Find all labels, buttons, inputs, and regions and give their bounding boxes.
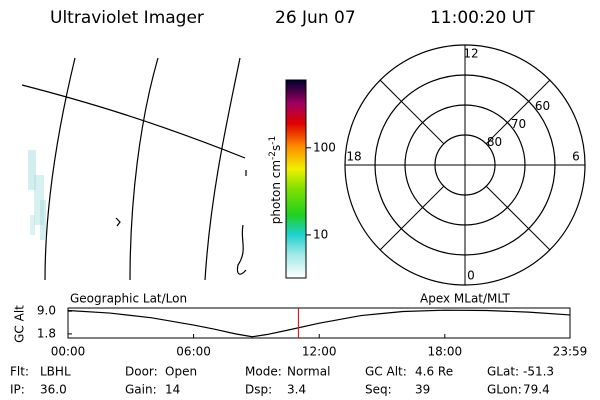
info-key: Seq: xyxy=(365,383,392,397)
info-key: GLon: xyxy=(487,383,522,397)
x-tick-label: 23:59 xyxy=(553,345,588,359)
info-value: Open xyxy=(165,365,197,379)
info-value: 79.4 xyxy=(523,383,550,397)
info-key: Door: xyxy=(125,365,158,379)
time: 11:00:20 UT xyxy=(430,8,535,28)
aurora xyxy=(28,150,46,240)
left-label: Geographic Lat/Lon xyxy=(70,292,187,306)
x-tick-label: 18:00 xyxy=(428,345,463,359)
info-key: Gain: xyxy=(125,383,157,397)
ring-label: 80 xyxy=(487,135,502,149)
lon-line xyxy=(129,57,159,281)
spoke xyxy=(379,185,445,251)
unit: photon cm xyxy=(269,160,283,224)
spoke xyxy=(379,79,445,145)
info-value: 14 xyxy=(165,383,180,397)
mlt-label: 12 xyxy=(463,47,478,61)
lat-line xyxy=(21,84,246,159)
info-value: 39 xyxy=(415,383,430,397)
x-tick-label: 12:00 xyxy=(302,345,337,359)
tick-label: 100 xyxy=(313,140,336,154)
info-key: GLat: xyxy=(487,365,519,379)
y-label: GC Alt xyxy=(13,305,27,343)
y-tick-label: 9.0 xyxy=(37,304,56,318)
tick-label: 10 xyxy=(313,227,328,241)
altitude-strip: Geographic Lat/Lon Apex MLat/MLT GC Alt xyxy=(13,292,571,343)
info-value: LBHL xyxy=(40,365,71,379)
colorbar-label: photon cm-2s-1 xyxy=(268,136,283,225)
altitude-line xyxy=(67,309,571,338)
coast xyxy=(115,217,121,227)
exp: -1 xyxy=(268,136,278,145)
info-value: 36.0 xyxy=(40,383,67,397)
spoke xyxy=(485,79,551,145)
colorbar: photon cm-2s-1 xyxy=(268,79,307,279)
info-value: 4.6 Re xyxy=(415,365,453,379)
coast xyxy=(236,170,247,275)
info-key: Dsp: xyxy=(245,383,272,397)
right-label: Apex MLat/MLT xyxy=(420,292,510,306)
map xyxy=(21,57,247,281)
date: 26 Jun 07 xyxy=(275,8,356,28)
info-value: Normal xyxy=(287,365,330,379)
lon-line xyxy=(44,57,76,281)
info-key: Mode: xyxy=(245,365,282,379)
y-tick-label: 1.8 xyxy=(37,326,56,340)
mlt-label: 6 xyxy=(572,150,580,164)
info-key: Flt: xyxy=(10,365,29,379)
unit: s xyxy=(269,145,283,151)
info-value: -51.3 xyxy=(523,365,554,379)
spoke xyxy=(485,185,551,251)
info-key: IP: xyxy=(10,383,25,397)
ring-label: 60 xyxy=(535,99,550,113)
info-value: 3.4 xyxy=(287,383,306,397)
ring-label: 70 xyxy=(511,117,526,131)
exp: -2 xyxy=(268,151,278,160)
lon-line xyxy=(204,57,241,281)
x-tick-label: 00:00 xyxy=(51,345,86,359)
colorbar-box xyxy=(285,79,307,279)
mlt-label: 18 xyxy=(346,150,361,164)
mlt-label: 0 xyxy=(467,269,475,283)
info-key: GC Alt: xyxy=(365,365,407,379)
instrument: Ultraviolet Imager xyxy=(50,8,204,28)
x-tick-label: 06:00 xyxy=(176,345,211,359)
